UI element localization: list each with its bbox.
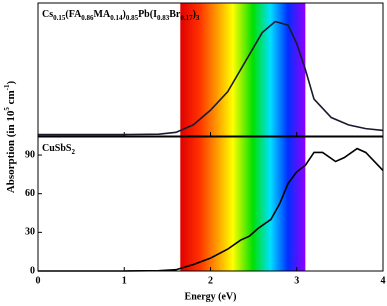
label-text: (FA (65, 9, 82, 20)
subscript: 3 (196, 14, 200, 22)
x-tick-label: 2 (208, 275, 213, 286)
subscript: 0.17 (180, 14, 193, 22)
label-text: CuSbS (42, 143, 72, 154)
x-axis-label: Energy (eV) (185, 291, 237, 302)
label-text: ) (193, 9, 196, 20)
y-tick-label: 0 (30, 265, 35, 276)
subscript: 0.85 (126, 14, 139, 22)
x-tick-label: 0 (36, 275, 41, 286)
y-axis-label: Absorption (in 105 cm-1) (3, 81, 17, 194)
label-text: ) (5, 81, 17, 85)
label-text: MA (94, 9, 111, 20)
label-text: Pb(I (138, 9, 157, 20)
label-text: ) (122, 9, 125, 20)
line-series (38, 147, 384, 272)
label-text: Absorption (in 10 (5, 110, 17, 193)
subscript: 0.86 (81, 14, 94, 22)
subscript: 0.14 (110, 14, 123, 22)
x-tick-label: 3 (294, 275, 299, 286)
line-series (38, 20, 384, 136)
panel-label: CuSbS2 (42, 143, 75, 155)
x-tick-label: 1 (122, 275, 127, 286)
label-text: Br (169, 9, 181, 20)
panel-frame (37, 2, 384, 137)
superscript: 5 (3, 107, 11, 111)
panel-label: Cs0.15(FA0.86MA0.14)0.85Pb(I0.83Br0.17)3 (42, 9, 200, 21)
label-text: Cs (42, 9, 53, 20)
y-tick-label: 90 (25, 149, 35, 160)
subscript: 0.15 (53, 14, 66, 22)
label-text: cm (5, 90, 17, 107)
superscript: -1 (3, 84, 11, 90)
panel-frame (37, 136, 384, 272)
subscript: 2 (71, 148, 75, 156)
x-tick-label: 4 (381, 275, 386, 286)
y-tick-label: 30 (25, 227, 35, 238)
y-tick-label: 60 (25, 188, 35, 199)
subscript: 0.83 (157, 14, 170, 22)
